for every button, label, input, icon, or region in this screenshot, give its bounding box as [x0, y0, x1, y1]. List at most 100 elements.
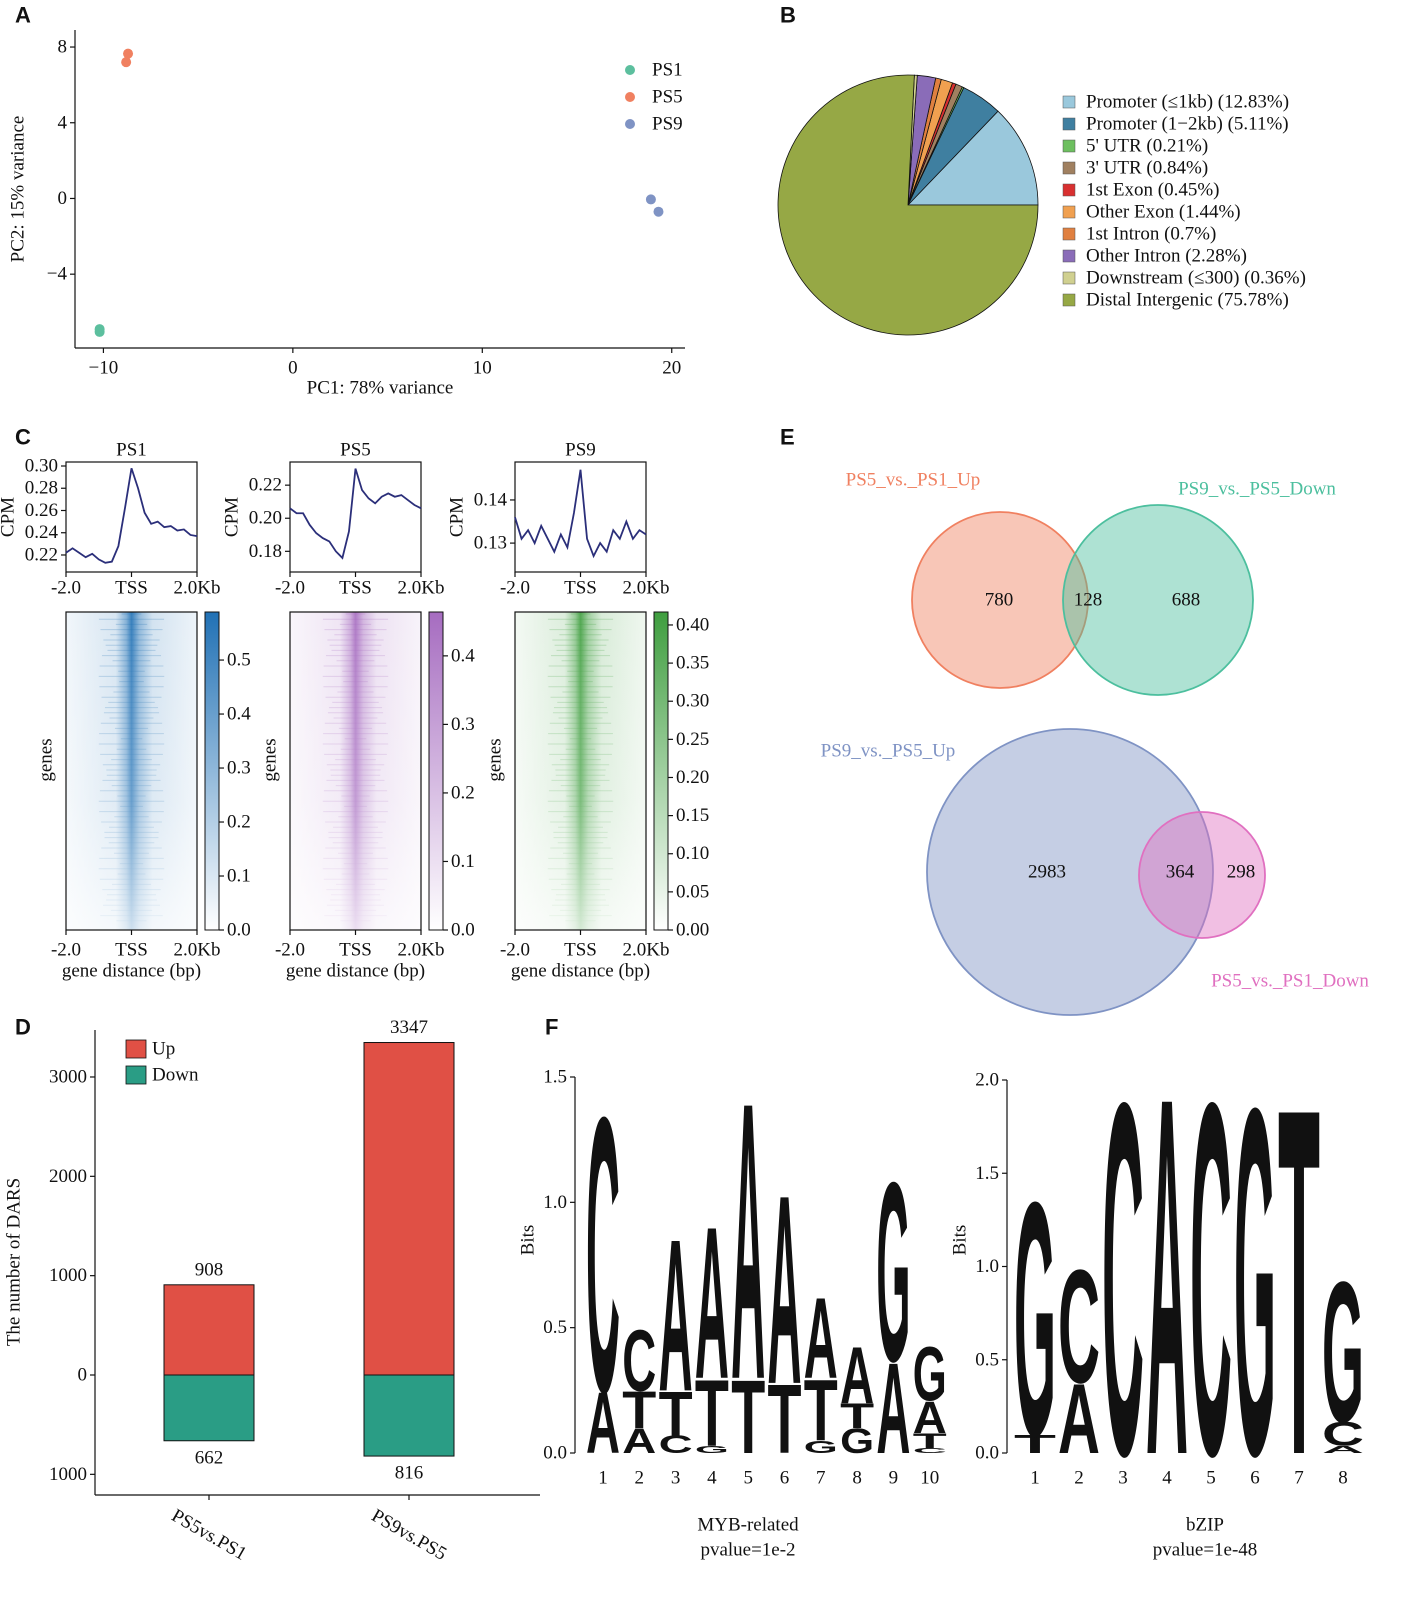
- legend-label: Promoter (≤1kb) (12.83%): [1086, 92, 1289, 113]
- y-tick-label: 4: [58, 112, 68, 133]
- y-axis-label: The number of DARS: [4, 1178, 25, 1346]
- x-tick-label: TSS: [564, 940, 597, 961]
- pie-slice: [777, 74, 1039, 336]
- legend-swatch: [1062, 227, 1076, 241]
- x-tick-label: 3: [671, 1468, 681, 1489]
- logo-letter: C: [1102, 999, 1144, 1561]
- colorbar-tick-label: 0.10: [676, 843, 709, 864]
- y-tick-label: 0.28: [25, 478, 58, 499]
- x-tick-label: -2.0: [275, 940, 305, 961]
- chart-subtitle: pvalue=1e-2: [700, 1540, 795, 1561]
- y-axis-label: genes: [485, 738, 506, 781]
- legend-label: Up: [152, 1039, 175, 1060]
- logo-letter: A: [695, 1182, 729, 1425]
- y-tick-label: 2000: [49, 1166, 87, 1187]
- x-tick-label: PS9vs.PS5: [368, 1505, 450, 1565]
- x-tick-label: 2: [635, 1468, 645, 1489]
- logo-letter: G: [1234, 1005, 1276, 1558]
- y-tick-label: 2.0: [975, 1070, 999, 1091]
- logo-letter: T: [1014, 1430, 1056, 1459]
- x-tick-label: -2.0: [51, 940, 81, 961]
- y-tick-label: 0.5: [975, 1349, 999, 1370]
- plot-frame: [289, 461, 422, 573]
- logo-letter: G: [876, 1131, 910, 1416]
- venn-circle: [911, 511, 1089, 689]
- x-tick-label: 8: [1338, 1468, 1348, 1489]
- logo-letter: G: [840, 1421, 874, 1461]
- legend-label: Distal Intergenic (75.78%): [1086, 290, 1289, 311]
- colorbar-tick-label: 0.5: [227, 650, 251, 671]
- logo-letter: T: [731, 1358, 765, 1476]
- logo-letter: G: [695, 1444, 729, 1456]
- legend-swatch: [1062, 205, 1076, 219]
- legend-swatch: [1062, 117, 1076, 131]
- colorbar-tick-label: 0.4: [227, 704, 251, 725]
- logo-letter: G: [913, 1331, 947, 1417]
- logo-letter: A: [804, 1274, 838, 1403]
- legend-label: Other Intron (2.28%): [1086, 246, 1247, 267]
- pie-slice: [907, 110, 1039, 206]
- value-label: 816: [395, 1463, 424, 1484]
- colorbar-tick-label: 0.00: [676, 920, 709, 941]
- legend-swatch: [1062, 161, 1076, 175]
- legend-label: PS5: [652, 87, 683, 108]
- legend-label: 3' UTR (0.84%): [1086, 158, 1208, 179]
- legend-swatch: [1062, 139, 1076, 153]
- x-tick-label: 6: [1250, 1468, 1260, 1489]
- panel-label: C: [15, 425, 31, 450]
- legend-label: PS9: [652, 114, 683, 135]
- venn-count: 128: [1074, 590, 1103, 611]
- panel-label: F: [545, 1015, 558, 1040]
- y-tick-label: 1.5: [543, 1067, 567, 1088]
- y-tick-label: 0.5: [543, 1317, 567, 1338]
- colorbar-tick-label: 0.15: [676, 805, 709, 826]
- value-label: 3347: [390, 1017, 428, 1038]
- logo-letter: G: [804, 1437, 838, 1457]
- colorbar-tick-label: 0.2: [451, 782, 475, 803]
- y-tick-label: 1000: [49, 1464, 87, 1485]
- point: [121, 57, 132, 68]
- colorbar-tick-label: 0.30: [676, 691, 709, 712]
- x-tick-label: 2.0Kb: [398, 940, 445, 961]
- logo-letter: A: [840, 1330, 874, 1420]
- colorbar-tick-label: 0.1: [227, 866, 251, 887]
- logo-letter: C: [659, 1431, 693, 1458]
- x-tick-label: 0: [288, 358, 298, 379]
- y-tick-label: 0.26: [25, 500, 58, 521]
- venn-circle: [1062, 504, 1254, 696]
- legend-swatch: [1062, 271, 1076, 285]
- chart-title: PS5: [340, 440, 371, 461]
- x-axis-label: PC1: 78% variance: [307, 378, 454, 399]
- logo-letter: T: [840, 1396, 874, 1436]
- profile-line: [289, 468, 422, 560]
- venn-set-label: PS9_vs._PS5_Up: [821, 741, 956, 762]
- logo-letter: A: [1146, 992, 1188, 1563]
- x-axis-label: gene distance (bp): [286, 961, 425, 982]
- venn-count: 780: [985, 590, 1014, 611]
- logo-letter: C: [1190, 999, 1232, 1561]
- y-tick-label: 0.22: [249, 475, 282, 496]
- logo-letter: A: [913, 1391, 947, 1442]
- panel-label: A: [15, 3, 31, 28]
- x-tick-label: PS5vs.PS1: [168, 1505, 250, 1565]
- logo-letter: T: [913, 1429, 947, 1453]
- legend-marker: [625, 92, 635, 102]
- logo-letter: G: [1014, 1132, 1056, 1505]
- logo-letter: C: [622, 1312, 656, 1409]
- x-tick-label: 7: [1294, 1468, 1304, 1489]
- y-tick-label: 1.0: [543, 1192, 567, 1213]
- point: [94, 326, 105, 337]
- logo-letter: T: [1278, 1005, 1320, 1558]
- x-axis-label: gene distance (bp): [511, 961, 650, 982]
- legend-label: 5' UTR (0.21%): [1086, 136, 1208, 157]
- venn-circle: [926, 728, 1214, 1016]
- x-tick-label: 7: [816, 1468, 826, 1489]
- y-axis-label: CPM: [0, 497, 19, 537]
- venn-count: 364: [1166, 862, 1195, 883]
- value-label: 662: [195, 1447, 224, 1468]
- x-tick-label: 8: [852, 1468, 862, 1489]
- heatmap-fade: [515, 612, 646, 930]
- heatmap-fade: [290, 612, 421, 930]
- bar: [363, 1042, 455, 1376]
